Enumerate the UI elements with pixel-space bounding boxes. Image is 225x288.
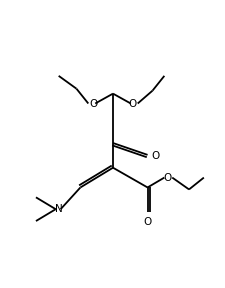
Text: O: O	[143, 217, 152, 227]
Text: O: O	[151, 151, 160, 161]
Text: O: O	[129, 98, 137, 109]
Text: O: O	[89, 98, 97, 109]
Text: O: O	[163, 173, 171, 183]
Text: N: N	[55, 204, 63, 214]
